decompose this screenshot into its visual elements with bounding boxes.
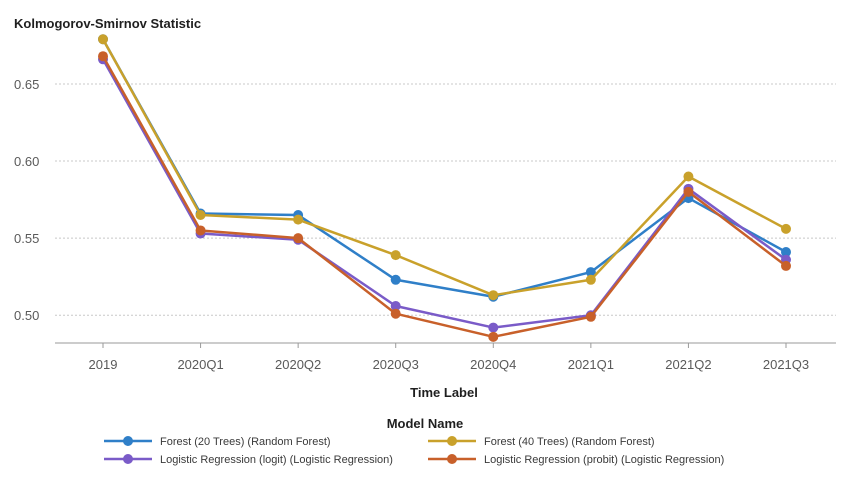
data-point[interactable] [781,260,791,271]
x-tick-label: 2021Q3 [763,357,809,372]
data-point[interactable] [585,311,596,322]
series-line [101,58,787,329]
x-tick-label: 2020Q4 [470,357,516,372]
data-point[interactable] [390,300,401,311]
x-tick-label: 2021Q2 [665,357,711,372]
data-point[interactable] [488,290,499,301]
x-tick-label: 2020Q1 [177,357,223,372]
legend-swatch-marker [447,436,457,446]
legend-item[interactable]: Logistic Regression (probit) (Logistic R… [428,454,724,466]
legend-swatch-marker [123,436,133,446]
data-point[interactable] [293,233,304,244]
chart-title: Kolmogorov-Smirnov Statistic [14,16,201,31]
data-point[interactable] [98,51,108,62]
data-point[interactable] [195,210,206,221]
y-tick-label: 0.50 [14,308,39,323]
grid-layer [55,83,836,316]
series-line [101,38,787,297]
series-line [101,55,787,339]
data-point[interactable] [195,225,206,236]
legend-swatch-marker [447,454,457,464]
series-layer [98,34,791,342]
legend-label: Logistic Regression (logit) (Logistic Re… [160,454,393,466]
legend: Forest (20 Trees) (Random Forest) Forest … [104,436,724,466]
axis-layer: 0.50 0.55 0.60 0.65 2019 2020Q1 2020Q2 2020Q3 20… [14,77,836,372]
series-4 [98,51,791,342]
data-point[interactable] [293,214,304,225]
legend-item[interactable]: Forest (40 Trees) (Random Forest) [428,436,655,448]
y-tick-label: 0.60 [14,154,39,169]
data-point[interactable] [98,34,108,45]
data-point[interactable] [390,308,401,319]
y-tick-label: 0.55 [14,231,39,246]
series-line [101,38,787,298]
legend-swatch-marker [123,454,133,464]
x-tick-label: 2020Q2 [275,357,321,372]
x-tick-label: 2020Q3 [373,357,419,372]
legend-title: Model Name [387,416,464,431]
legend-label: Logistic Regression (probit) (Logistic R… [484,454,724,466]
series-2 [98,34,791,301]
data-point[interactable] [683,171,694,182]
data-point[interactable] [390,250,401,261]
legend-label: Forest (20 Trees) (Random Forest) [160,436,331,448]
legend-item[interactable]: Logistic Regression (logit) (Logistic Re… [104,454,393,466]
data-point[interactable] [585,274,596,285]
data-point[interactable] [683,186,694,197]
y-tick-label: 0.65 [14,77,39,92]
data-point[interactable] [488,331,499,342]
data-point[interactable] [585,267,596,278]
x-axis-title: Time Label [410,385,478,400]
series-1 [98,34,791,302]
data-point[interactable] [488,322,499,333]
x-tick-label: 2021Q1 [568,357,614,372]
data-point[interactable] [781,223,791,234]
data-point[interactable] [390,274,401,285]
data-point[interactable] [781,247,791,258]
legend-item[interactable]: Forest (20 Trees) (Random Forest) [104,436,331,448]
legend-label: Forest (40 Trees) (Random Forest) [484,436,655,448]
x-tick-label: 2019 [89,357,118,372]
